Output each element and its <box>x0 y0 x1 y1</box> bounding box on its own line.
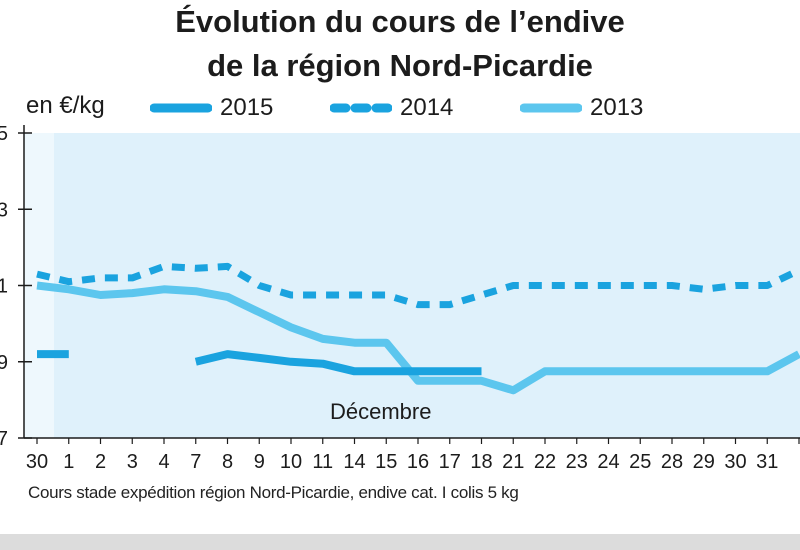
annotation-decembre: Décembre <box>330 399 431 424</box>
x-tick-label: 14 <box>343 451 365 473</box>
series-line-2013 <box>36 281 800 395</box>
x-tick-label: 9 <box>254 451 265 473</box>
source-note: Cours stade expédition région Nord-Picar… <box>28 483 519 502</box>
legend-item-2014: 2014 <box>330 92 453 124</box>
y-tick-label: 3 <box>0 199 8 221</box>
x-tick-label: 30 <box>26 451 48 473</box>
y-tick-label: 9 <box>0 352 8 374</box>
legend-item-2015: 2015 <box>150 92 273 124</box>
chart-title-line-2: de la région Nord-Picardie <box>207 48 593 83</box>
x-tick-label: 10 <box>280 451 302 473</box>
legend-label-2013: 2013 <box>590 94 644 121</box>
series-line-2015 <box>194 350 482 376</box>
x-tick-label: 11 <box>312 451 333 473</box>
legend-swatch-2013 <box>520 103 582 113</box>
series-line-2014 <box>36 262 800 309</box>
x-tick-label: 22 <box>534 451 556 473</box>
legend-swatch-2015 <box>150 103 212 113</box>
legend-item-2013: 2013 <box>520 92 643 124</box>
legend-label-2014: 2014 <box>400 94 454 121</box>
x-tick-label: 30 <box>724 451 746 473</box>
x-tick-label: 25 <box>629 451 651 473</box>
x-tick-label: 23 <box>566 451 588 473</box>
footer-bar <box>0 534 800 550</box>
x-tick-label: 17 <box>439 451 461 473</box>
x-tick-label: 31 <box>756 451 778 473</box>
y-axis-unit: en €/kg <box>26 92 105 119</box>
x-tick-label: 29 <box>693 451 715 473</box>
x-tick-label: 18 <box>470 451 492 473</box>
x-tick-label: 2 <box>95 451 106 473</box>
chart-title-line-1: Évolution du cours de l’endive <box>175 4 625 39</box>
x-tick-label: 28 <box>661 451 683 473</box>
x-tick-label: 21 <box>502 451 524 473</box>
legend-swatch-2014 <box>330 103 392 113</box>
x-tick-label: 7 <box>190 451 201 473</box>
y-tick-label: 1 <box>0 276 8 298</box>
x-tick-label: 15 <box>375 451 397 473</box>
x-tick-label: 16 <box>407 451 429 473</box>
y-tick-label: 7 <box>0 428 8 450</box>
x-tick-label: 1 <box>63 451 74 473</box>
x-tick-label: 4 <box>158 451 169 473</box>
x-tick-label: 24 <box>597 451 619 473</box>
y-tick-label: 5 <box>0 123 8 145</box>
x-tick-label: 3 <box>127 451 138 473</box>
x-tick-label: 8 <box>222 451 233 473</box>
legend-label-2015: 2015 <box>220 94 274 121</box>
